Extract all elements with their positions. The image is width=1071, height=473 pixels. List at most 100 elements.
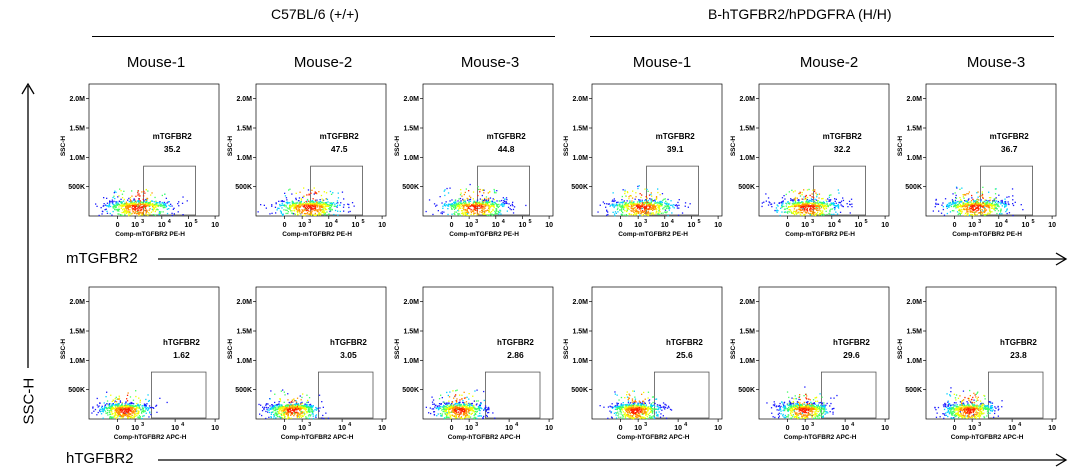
event-dot bbox=[955, 197, 958, 199]
event-dot bbox=[850, 198, 853, 200]
event-dot bbox=[455, 205, 457, 207]
event-dot bbox=[636, 201, 639, 203]
event-dot bbox=[657, 204, 659, 206]
event-dot bbox=[625, 202, 627, 204]
event-dot bbox=[310, 405, 312, 408]
y-tick-label: 500K bbox=[905, 184, 922, 191]
event-dot bbox=[482, 201, 484, 203]
event-dot bbox=[1000, 203, 1002, 205]
event-dot bbox=[996, 208, 998, 210]
event-dot bbox=[143, 204, 145, 206]
event-dot bbox=[794, 199, 796, 201]
event-dot bbox=[967, 199, 969, 201]
event-dot bbox=[291, 212, 293, 214]
event-dot bbox=[278, 403, 280, 405]
event-dot bbox=[955, 207, 957, 209]
event-dot bbox=[788, 209, 790, 211]
event-dot bbox=[278, 409, 281, 411]
event-dot bbox=[493, 205, 495, 208]
event-dot bbox=[287, 417, 289, 419]
event-dot bbox=[286, 413, 288, 415]
event-dot bbox=[667, 215, 669, 217]
event-dot bbox=[467, 211, 469, 213]
event-dot bbox=[653, 213, 655, 215]
event-dot bbox=[789, 206, 791, 208]
event-dot bbox=[145, 407, 147, 409]
event-dot bbox=[130, 408, 132, 410]
event-dot bbox=[120, 214, 122, 216]
event-dot bbox=[326, 198, 329, 201]
event-dot bbox=[648, 208, 650, 210]
event-dot bbox=[989, 201, 991, 203]
event-dot bbox=[819, 204, 821, 207]
event-dot bbox=[160, 204, 162, 206]
x-axis-label: Comp-mTGFBR2 PE-H bbox=[952, 231, 1022, 238]
event-dot bbox=[124, 204, 126, 207]
event-dot bbox=[447, 203, 449, 206]
event-dot bbox=[119, 411, 121, 413]
event-dot bbox=[994, 201, 997, 203]
event-dot bbox=[320, 194, 323, 197]
event-dot bbox=[811, 196, 813, 198]
event-dot bbox=[809, 194, 811, 197]
event-dot bbox=[969, 209, 971, 211]
event-dot bbox=[305, 203, 307, 206]
event-dot bbox=[134, 208, 137, 211]
event-dot bbox=[137, 212, 139, 215]
event-dot bbox=[977, 207, 979, 209]
event-dot bbox=[295, 405, 297, 407]
event-dot bbox=[851, 206, 853, 208]
event-dot bbox=[103, 409, 105, 411]
event-dot bbox=[150, 200, 153, 202]
event-dot bbox=[462, 210, 464, 212]
event-dot bbox=[319, 203, 321, 206]
gate-name-label: mTGFBR2 bbox=[153, 132, 193, 141]
event-dot bbox=[127, 411, 129, 414]
event-dot bbox=[966, 204, 968, 206]
event-dot bbox=[278, 412, 280, 414]
event-dot bbox=[512, 212, 515, 214]
event-dot bbox=[977, 205, 979, 207]
event-dot bbox=[621, 214, 623, 216]
event-dot bbox=[487, 408, 489, 410]
event-dot bbox=[93, 410, 95, 412]
event-dot bbox=[485, 210, 487, 212]
event-dot bbox=[942, 208, 944, 211]
y-tick-label: 500K bbox=[235, 387, 252, 394]
event-dot bbox=[288, 404, 290, 406]
event-dot bbox=[491, 214, 493, 217]
event-dot bbox=[138, 415, 141, 417]
event-dot bbox=[985, 203, 987, 205]
event-dot bbox=[135, 204, 137, 206]
event-dot bbox=[641, 205, 643, 207]
event-dot bbox=[109, 417, 112, 419]
event-dot bbox=[106, 202, 109, 204]
event-dot bbox=[794, 190, 796, 192]
event-dot bbox=[470, 407, 472, 409]
event-dot bbox=[321, 205, 323, 208]
event-dot bbox=[131, 203, 133, 206]
event-dot bbox=[113, 207, 115, 209]
event-dot bbox=[454, 417, 456, 419]
event-dot bbox=[127, 213, 130, 215]
event-dot bbox=[483, 210, 485, 212]
event-dot bbox=[468, 215, 470, 217]
event-dot bbox=[655, 196, 658, 198]
event-dot bbox=[656, 211, 658, 213]
event-dot bbox=[290, 410, 292, 412]
event-dot bbox=[489, 206, 492, 208]
event-dot bbox=[277, 403, 279, 406]
event-dot bbox=[303, 412, 305, 414]
event-dot bbox=[131, 190, 133, 192]
event-dot bbox=[471, 405, 473, 407]
event-dot bbox=[453, 405, 455, 407]
event-dot bbox=[122, 412, 124, 414]
event-dot bbox=[306, 206, 309, 208]
event-dot bbox=[127, 210, 129, 212]
event-dot bbox=[145, 408, 147, 410]
event-dot bbox=[649, 212, 651, 214]
event-dot bbox=[470, 210, 472, 212]
density-dots bbox=[761, 188, 853, 217]
event-dot bbox=[812, 189, 814, 191]
event-dot bbox=[139, 200, 141, 202]
